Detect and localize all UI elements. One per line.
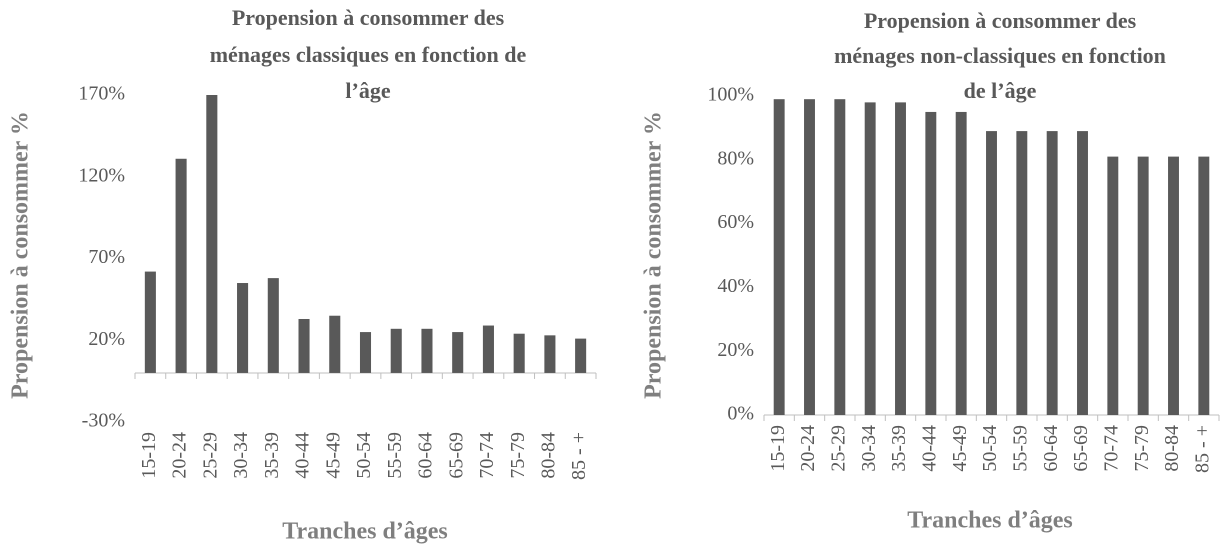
chart-title: de l’âge <box>964 78 1037 103</box>
y-axis-label: Propension à consommer % <box>641 111 667 399</box>
x-tick-label: 60-64 <box>415 432 437 479</box>
bar <box>804 99 815 415</box>
x-tick-label: 40-44 <box>918 425 940 472</box>
y-tick-label: 120% <box>78 164 125 186</box>
bar <box>390 328 402 373</box>
bar <box>925 111 937 415</box>
y-tick-label: 20% <box>717 339 754 361</box>
x-axis-label: Tranches d’âges <box>907 508 1073 534</box>
y-tick-label: 100% <box>707 84 754 106</box>
bar <box>206 95 218 373</box>
x-tick-label: 20-24 <box>169 432 191 479</box>
y-tick-label: 0% <box>727 403 754 425</box>
bar <box>1137 156 1149 416</box>
y-tick-label: 20% <box>88 328 125 350</box>
bar <box>1016 131 1028 415</box>
y-tick-label: -30% <box>82 410 125 432</box>
y-tick-label: 40% <box>717 275 754 297</box>
bar <box>452 332 464 373</box>
x-tick-label: 35-39 <box>261 432 283 479</box>
bar <box>544 335 556 373</box>
bar <box>267 278 279 373</box>
y-tick-label: 170% <box>78 83 125 105</box>
x-tick-label: 40-44 <box>292 432 314 479</box>
x-tick-label: 30-34 <box>230 432 252 479</box>
bar <box>329 315 341 373</box>
bar <box>864 102 876 415</box>
bar <box>298 318 310 373</box>
bar <box>1168 156 1179 416</box>
bar <box>421 328 433 373</box>
bar <box>1107 156 1119 416</box>
bar <box>359 332 372 373</box>
bar <box>513 333 525 373</box>
x-tick-label: 50-54 <box>353 432 375 479</box>
x-tick-label: 85 - + <box>1191 425 1213 473</box>
x-tick-label: 85 - + <box>568 432 590 480</box>
x-tick-label: 35-39 <box>888 425 910 472</box>
chart-title: Propension à consommer des <box>232 5 505 30</box>
x-axis-label: Tranches d’âges <box>282 519 448 545</box>
y-tick-label: 60% <box>717 211 754 233</box>
bar <box>1046 131 1058 415</box>
x-tick-label: 80-84 <box>1161 425 1183 472</box>
chart-title: ménages non-classiques en fonction <box>834 43 1166 68</box>
bar <box>1198 156 1210 416</box>
bar <box>773 99 785 415</box>
x-tick-label: 45-49 <box>949 425 971 472</box>
x-tick-label: 25-29 <box>827 425 849 472</box>
x-tick-label: 65-69 <box>1070 425 1092 472</box>
bar <box>482 325 494 373</box>
bar <box>986 131 997 415</box>
x-tick-label: 75-79 <box>507 432 529 479</box>
x-tick-label: 70-74 <box>1100 425 1122 472</box>
chart-title: ménages classiques en fonction de <box>210 42 527 67</box>
x-tick-label: 75-79 <box>1131 425 1153 472</box>
bar <box>575 338 587 373</box>
x-tick-label: 55-59 <box>1009 425 1031 472</box>
x-tick-label: 30-34 <box>858 425 880 472</box>
x-tick-label: 65-69 <box>445 432 467 479</box>
bar <box>144 271 156 373</box>
chart-title: l’âge <box>345 78 390 103</box>
x-tick-label: 15-19 <box>138 432 160 479</box>
chart-title: Propension à consommer des <box>864 8 1137 33</box>
bar <box>895 102 906 415</box>
x-tick-label: 70-74 <box>476 432 498 479</box>
x-tick-label: 55-59 <box>384 432 406 479</box>
x-tick-label: 45-49 <box>322 432 344 479</box>
x-tick-label: 20-24 <box>797 425 819 472</box>
bar <box>1077 131 1088 415</box>
x-tick-label: 60-64 <box>1040 425 1062 472</box>
x-tick-label: 80-84 <box>537 432 559 479</box>
bar <box>955 111 967 415</box>
x-tick-label: 25-29 <box>199 432 221 479</box>
bar <box>175 158 187 373</box>
x-tick-label: 50-54 <box>979 425 1001 472</box>
bar <box>237 283 249 373</box>
y-axis-label: Propension à consommer % <box>8 111 34 399</box>
x-tick-label: 15-19 <box>767 425 789 472</box>
y-tick-label: 70% <box>88 246 125 268</box>
bar <box>834 99 846 415</box>
y-tick-label: 80% <box>717 147 754 169</box>
